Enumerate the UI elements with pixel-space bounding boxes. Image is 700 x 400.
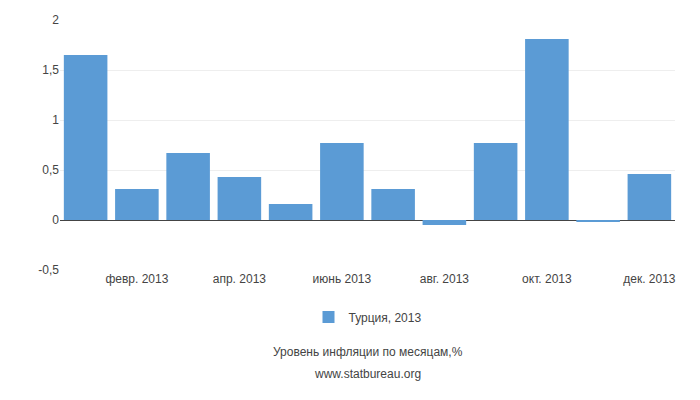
svg-text:-0,5: -0,5 (38, 263, 59, 277)
svg-text:февр. 2013: февр. 2013 (105, 272, 168, 286)
svg-text:дек. 2013: дек. 2013 (623, 272, 676, 286)
svg-text:0: 0 (52, 213, 59, 227)
svg-text:Турция, 2013: Турция, 2013 (349, 311, 422, 325)
svg-text:0,5: 0,5 (42, 163, 59, 177)
svg-text:www.statbureau.org: www.statbureau.org (314, 367, 421, 381)
svg-text:1: 1 (52, 113, 59, 127)
svg-text:июнь 2013: июнь 2013 (313, 272, 372, 286)
svg-text:окт. 2013: окт. 2013 (522, 272, 572, 286)
svg-text:авг. 2013: авг. 2013 (420, 272, 470, 286)
svg-text:2: 2 (52, 13, 59, 27)
svg-text:1,5: 1,5 (42, 63, 59, 77)
svg-text:апр. 2013: апр. 2013 (213, 272, 267, 286)
svg-text:Уровень инфляции по месяцам,%: Уровень инфляции по месяцам,% (273, 345, 463, 359)
